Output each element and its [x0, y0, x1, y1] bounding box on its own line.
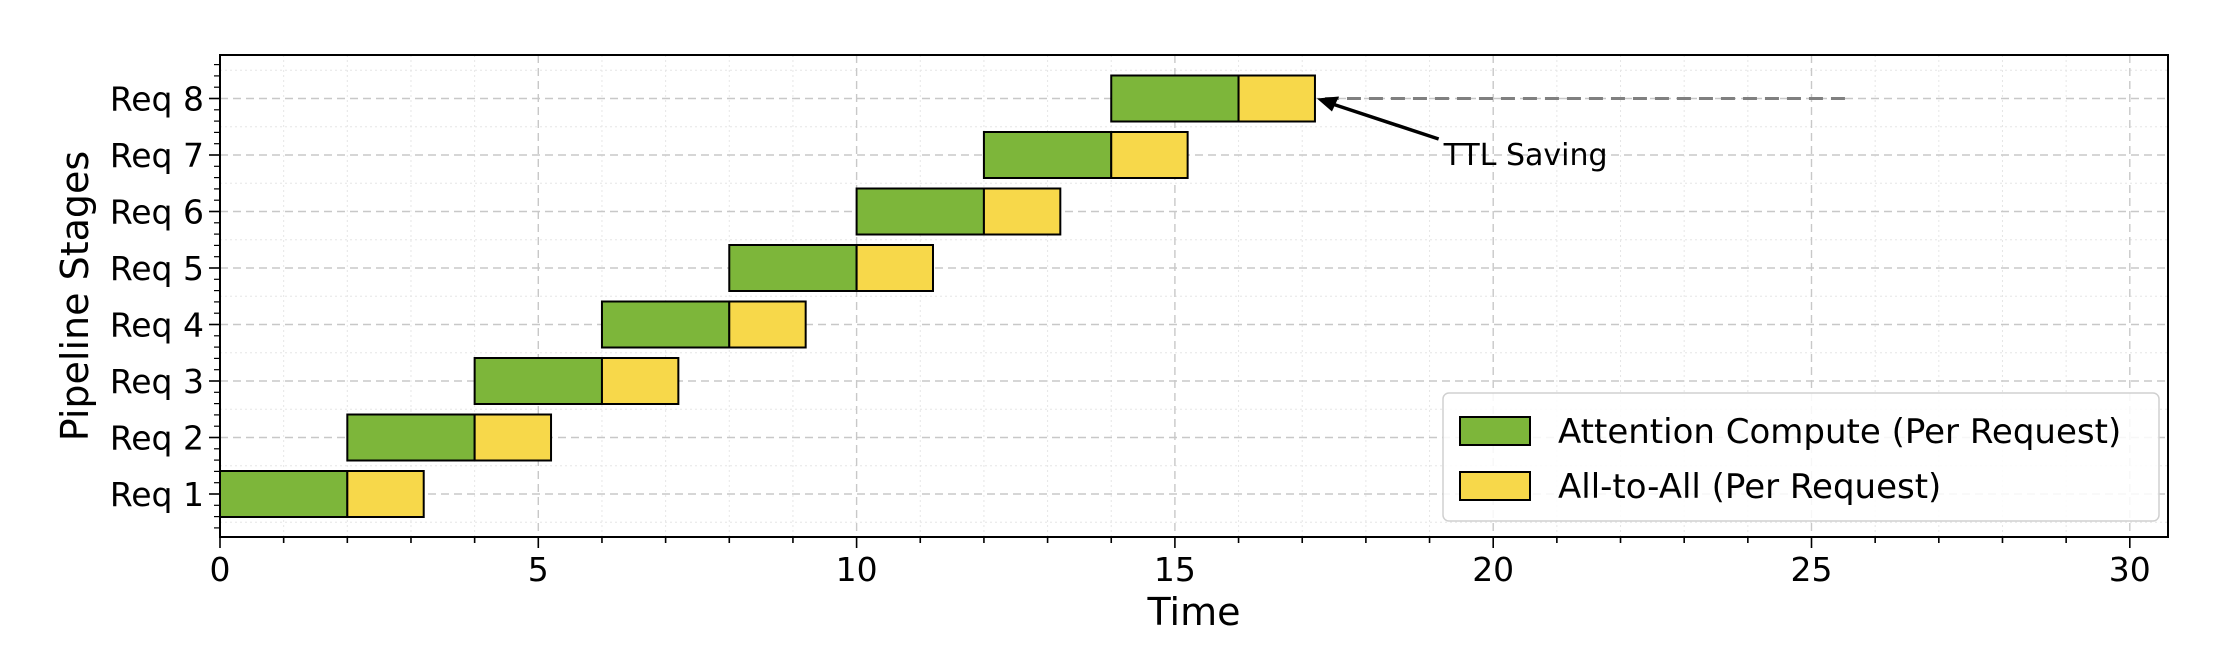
legend-box	[1442, 392, 2160, 522]
all-to-all-bar	[982, 187, 1062, 236]
y-tick-label: Req 7	[110, 136, 204, 175]
legend-swatch	[1459, 416, 1531, 446]
annotation: TTL Saving	[1316, 96, 1850, 173]
attention-compute-bar	[1110, 74, 1240, 123]
annotation-arrow-shaft	[1330, 101, 1440, 141]
y-tick-label: Req 6	[110, 193, 204, 232]
x-tick-label: 25	[1791, 550, 1833, 589]
legend: Attention Compute (Per Request) All-to-Al…	[1442, 392, 2160, 522]
all-to-all-bar	[728, 300, 807, 349]
all-to-all-bar	[473, 413, 553, 462]
x-tick-label: 15	[1154, 550, 1196, 589]
attention-compute-bar	[600, 300, 731, 349]
legend-label: All-to-All (Per Request)	[1558, 467, 1941, 507]
y-tick-label: Req 8	[110, 80, 204, 119]
all-to-all-bar	[1237, 74, 1316, 123]
y-axis-ticks: Req 1 Req 2 Req 3 Req 4 Req 5 Req 6 Req 7 Req 8	[110, 63, 220, 529]
y-tick-label: Req 2	[110, 419, 204, 458]
x-tick-label: 30	[2109, 550, 2151, 589]
attention-compute-bar	[728, 244, 858, 292]
all-to-all-bar	[600, 357, 680, 405]
y-axis-label: Pipeline Stages	[53, 151, 97, 441]
x-tick-label: 0	[210, 550, 231, 589]
annotation-text: TTL Saving	[1443, 138, 1608, 173]
x-axis-label: Time	[1147, 590, 1241, 634]
annotation-arrow-head	[1316, 96, 1339, 112]
attention-compute-bar	[982, 131, 1113, 179]
y-tick-label: Req 1	[110, 475, 204, 514]
all-to-all-bar	[1110, 131, 1189, 179]
plot-frame	[219, 54, 2169, 538]
all-to-all-bar	[346, 470, 425, 518]
attention-compute-bar	[346, 413, 476, 462]
x-axis-ticks: 0 5 10 15 20 25 30	[210, 537, 2151, 589]
y-tick-label: Req 5	[110, 249, 204, 288]
attention-compute-bar	[219, 470, 349, 518]
bars	[219, 74, 1316, 518]
x-tick-label: 10	[836, 550, 878, 589]
attention-compute-bar	[855, 187, 985, 236]
y-tick-label: Req 3	[110, 362, 204, 401]
x-tick-label: 5	[528, 550, 549, 589]
attention-compute-bar	[473, 357, 603, 405]
x-tick-label: 20	[1472, 550, 1514, 589]
y-tick-label: Req 4	[110, 306, 204, 345]
legend-swatch	[1459, 471, 1531, 501]
legend-label: Attention Compute (Per Request)	[1558, 412, 2121, 452]
all-to-all-bar	[855, 244, 934, 292]
